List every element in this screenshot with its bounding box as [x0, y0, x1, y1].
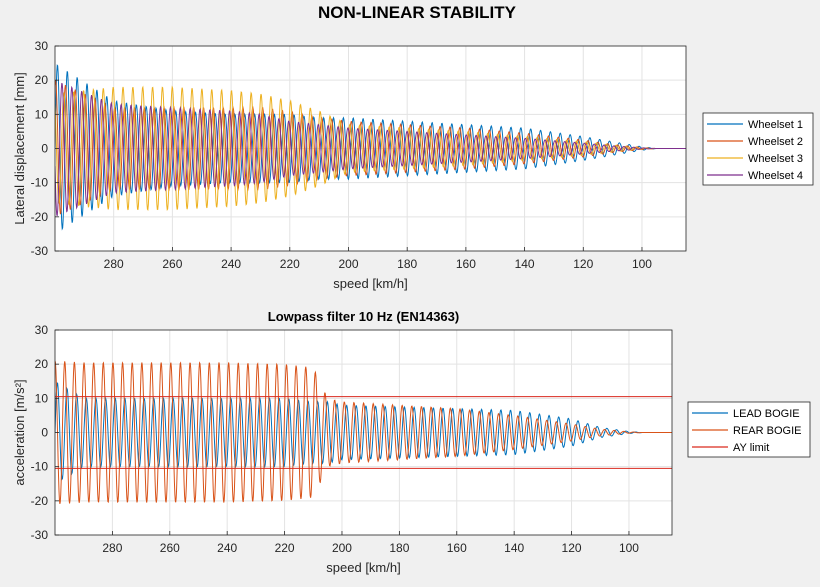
y-tick-label: 30 [35, 323, 49, 337]
series-line-wheelset-2 [55, 80, 686, 215]
legend: Wheelset 1 Wheelset 2 Wheelset 3 Wheelset 4 [702, 112, 814, 186]
series-line-rear-bogie [55, 360, 672, 504]
x-tick-label: 160 [447, 541, 467, 555]
figure-title: NON-LINEAR STABILITY [318, 3, 517, 22]
x-tick-label: 100 [632, 257, 652, 271]
legend-label: Wheelset 4 [748, 170, 803, 182]
x-tick-label: 120 [562, 541, 582, 555]
x-axis-label: speed [km/h] [326, 560, 400, 575]
x-tick-label: 160 [456, 257, 476, 271]
y-tick-label: -20 [31, 494, 49, 508]
x-tick-label: 260 [160, 541, 180, 555]
legend-label: Wheelset 2 [748, 136, 803, 148]
y-tick-label: -10 [31, 460, 49, 474]
x-tick-label: 100 [619, 541, 639, 555]
x-tick-label: 180 [389, 541, 409, 555]
x-tick-label: 120 [573, 257, 593, 271]
y-tick-label: -20 [31, 210, 49, 224]
legend-label: Wheelset 1 [748, 119, 803, 131]
chart-1: 280 260 240 220 200 180 160 140 120 1003020100-10… [12, 39, 814, 291]
series-line-wheelset-3 [55, 85, 686, 212]
x-tick-label: 220 [275, 541, 295, 555]
y-tick-label: 30 [35, 39, 49, 53]
y-tick-label: 0 [41, 426, 48, 440]
x-tick-label: 260 [162, 257, 182, 271]
chart-2: 280 260 240 220 200 180 160 140 120 1003020100-10… [12, 309, 811, 575]
legend-label: AY limit [733, 442, 769, 454]
y-tick-label: -30 [31, 244, 49, 258]
y-tick-label: -30 [31, 528, 49, 542]
x-tick-label: 140 [504, 541, 524, 555]
legend-label: LEAD BOGIE [733, 408, 800, 420]
plot-lines [55, 360, 672, 504]
y-tick-label: 20 [35, 357, 49, 371]
y-tick-label: -10 [31, 176, 49, 190]
x-tick-label: 140 [515, 257, 535, 271]
x-tick-label: 200 [338, 257, 358, 271]
y-tick-label: 10 [35, 107, 49, 121]
y-axis-label: Lateral displacement [mm] [12, 72, 27, 224]
plot-lines [55, 64, 686, 231]
y-tick-label: 20 [35, 73, 49, 87]
x-tick-label: 180 [397, 257, 417, 271]
y-tick-label: 10 [35, 391, 49, 405]
legend-label: Wheelset 3 [748, 153, 803, 165]
x-tick-label: 240 [221, 257, 241, 271]
x-tick-label: 200 [332, 541, 352, 555]
series-line-wheelset-4 [55, 82, 686, 217]
y-axis-label: acceleration [m/s²] [12, 379, 27, 485]
legend-box [702, 112, 814, 186]
x-tick-label: 280 [102, 541, 122, 555]
x-tick-label: 220 [280, 257, 300, 271]
x-axis-label: speed [km/h] [333, 276, 407, 291]
legend: LEAD BOGIE REAR BOGIE AY limit [687, 401, 811, 458]
y-tick-label: 0 [41, 142, 48, 156]
legend-label: REAR BOGIE [733, 425, 801, 437]
x-tick-label: 280 [104, 257, 124, 271]
x-tick-label: 240 [217, 541, 237, 555]
subplot-title: Lowpass filter 10 Hz (EN14363) [268, 309, 459, 324]
